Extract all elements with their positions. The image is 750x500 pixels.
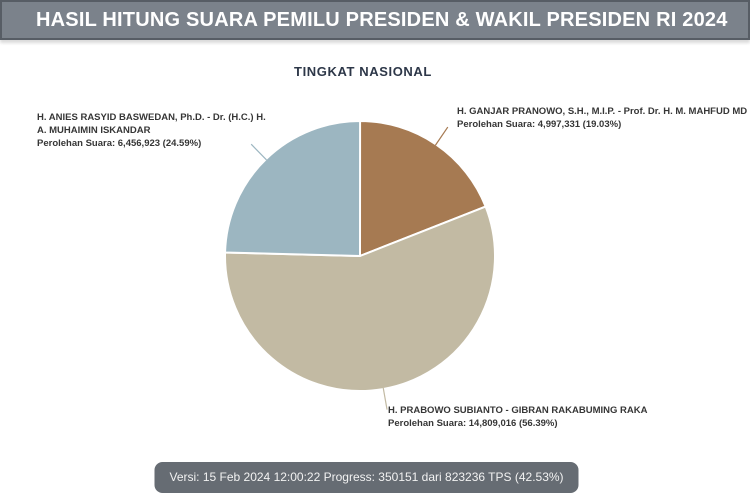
- candidate-name: H. PRABOWO SUBIANTO - GIBRAN RAKABUMING …: [388, 405, 648, 416]
- candidate-name-line2: A. MUHAIMIN ISKANDAR: [37, 125, 151, 136]
- vote-count: Perolehan Suara: 4,997,331 (19.03%): [457, 119, 622, 130]
- label-leader-line-1: [382, 387, 388, 410]
- slice-label-ganjar: H. GANJAR PRANOWO, S.H., M.I.P. - Prof. …: [457, 105, 747, 131]
- header-bar: HASIL HITUNG SUARA PEMILU PRESIDEN & WAK…: [0, 0, 750, 40]
- page-title: HASIL HITUNG SUARA PEMILU PRESIDEN & WAK…: [36, 8, 728, 31]
- label-leader-line-0: [434, 126, 449, 146]
- version-progress-badge: Versi: 15 Feb 2024 12:00:22 Progress: 35…: [154, 462, 579, 493]
- vote-count: Perolehan Suara: 6,456,923 (24.59%): [37, 138, 202, 149]
- chart-title: TINGKAT NASIONAL: [294, 64, 432, 79]
- candidate-name: H. ANIES RASYID BASWEDAN, Ph.D. - Dr. (H…: [37, 112, 266, 123]
- slice-label-anies: H. ANIES RASYID BASWEDAN, Ph.D. - Dr. (H…: [37, 111, 266, 150]
- slice-label-prabowo: H. PRABOWO SUBIANTO - GIBRAN RAKABUMING …: [388, 404, 647, 430]
- label-leader-line-2: [250, 143, 267, 161]
- candidate-name: H. GANJAR PRANOWO, S.H., M.I.P. - Prof. …: [457, 106, 748, 117]
- vote-count: Perolehan Suara: 14,809,016 (56.39%): [388, 418, 558, 429]
